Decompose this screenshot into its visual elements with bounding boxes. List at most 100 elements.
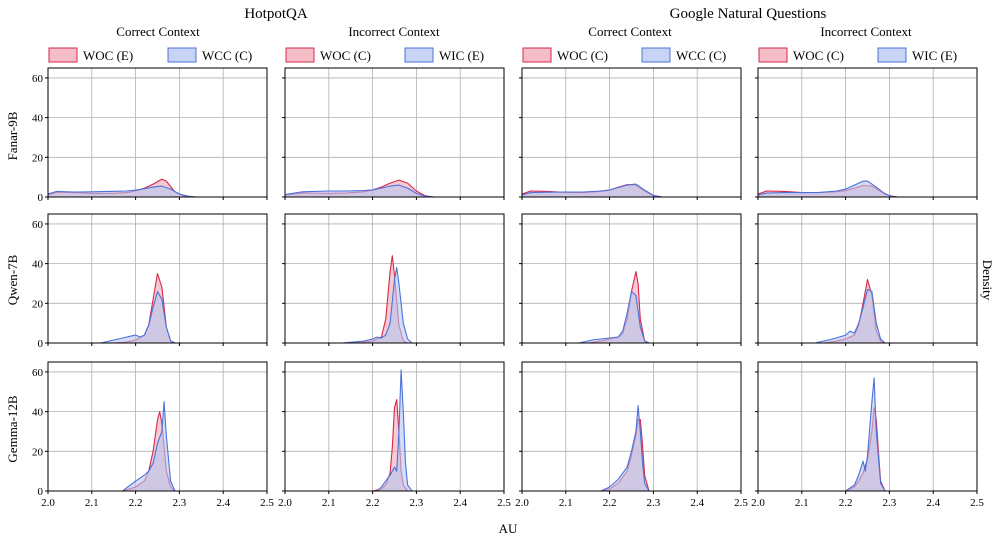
- x-tick-label: 2.5: [734, 497, 748, 509]
- panel-r1-c1: [282, 213, 505, 346]
- panel-frame: [47, 67, 268, 198]
- density-wic-e: [285, 184, 435, 197]
- legend-swatch: [404, 47, 434, 63]
- y-tick-label: 0: [38, 338, 44, 350]
- legend-label: WOC (C): [793, 48, 844, 63]
- x-tick-label: 2.5: [497, 497, 511, 509]
- x-tick-label: 2.2: [129, 497, 143, 509]
- density-wic-e: [376, 369, 413, 491]
- panel-r2-c2: 2.0 2.1 2.2 2.3 2.4 2.5: [515, 361, 748, 509]
- panel-r2-c1: 2.0 2.1 2.2 2.3 2.4 2.5: [278, 361, 511, 509]
- legend-swatch: [167, 47, 197, 63]
- panel-frame: [284, 213, 505, 344]
- x-tick-label: 2.1: [322, 497, 336, 509]
- group-title-google-nq: Google Natural Questions: [670, 6, 827, 22]
- panel-r1-c3: [755, 213, 978, 346]
- x-tick-label: 2.0: [41, 497, 55, 509]
- legend-swatch: [641, 47, 671, 63]
- panel-r2-c3: 2.0 2.1 2.2 2.3 2.4 2.5: [751, 361, 984, 509]
- density-wcc-c: [100, 290, 176, 343]
- density-areas: [48, 178, 198, 197]
- x-tick-label: 2.5: [970, 497, 984, 509]
- panel-r1-c0: 0 20 40 60: [32, 213, 268, 350]
- density-wic-e: [845, 377, 886, 491]
- x-tick-label: 2.4: [453, 497, 467, 509]
- panel-frame: [757, 67, 978, 198]
- panel-frame: [521, 361, 742, 492]
- legend-label: WIC (E): [439, 48, 484, 63]
- legend-label: WOC (E): [83, 48, 133, 63]
- x-tick-label: 2.3: [410, 497, 424, 509]
- legends-layer: WOC (E) WCC (C) WOC (C) WIC (E) WOC (C) WCC (…: [48, 47, 957, 63]
- y-tick-label: 40: [32, 259, 44, 271]
- column-title-4: Incorrect Context: [820, 24, 912, 39]
- x-tick-label: 2.1: [85, 497, 99, 509]
- panel-r0-c0: 0 20 40 60: [32, 67, 268, 204]
- group-title-hotpotqa: HotpotQA: [244, 6, 308, 22]
- row-label-qwen: Qwen-7B: [5, 254, 20, 305]
- density-areas: [285, 179, 435, 197]
- y-tick-label: 60: [32, 367, 44, 379]
- panel-frame: [757, 213, 978, 344]
- panel-frame: [757, 361, 978, 492]
- x-tick-label: 2.2: [839, 497, 853, 509]
- panel-frame: [284, 67, 505, 198]
- legend-col-1: WOC (E) WCC (C): [48, 47, 252, 63]
- y-tick-label: 40: [32, 407, 44, 419]
- panel-r0-c1: [282, 67, 505, 200]
- density-areas: [600, 405, 650, 491]
- legend-col-2: WOC (C) WIC (E): [285, 47, 484, 63]
- x-tick-label: 2.0: [751, 497, 765, 509]
- density-areas: [522, 183, 663, 197]
- y-tick-label: 40: [32, 113, 44, 125]
- density-areas: [372, 369, 413, 491]
- legend-label: WCC (C): [202, 48, 252, 63]
- panel-frame: [47, 213, 268, 344]
- density-wcc-c: [522, 183, 663, 197]
- legend-label: WOC (C): [320, 48, 371, 63]
- y-tick-label: 20: [32, 446, 44, 458]
- panel-r2-c0: 0 20 40 60 2.0 2.1 2.2 2.3 2.4 2.5: [32, 361, 274, 509]
- panel-r0-c3: [755, 67, 978, 200]
- x-tick-label: 2.2: [366, 497, 380, 509]
- density-wcc-c: [578, 290, 650, 343]
- x-tick-label: 2.3: [173, 497, 187, 509]
- x-tick-label: 2.4: [690, 497, 704, 509]
- density-wic-e: [341, 267, 413, 343]
- density-areas: [578, 271, 650, 343]
- density-areas: [758, 180, 899, 197]
- density-wcc-c: [600, 405, 650, 491]
- column-title-2: Incorrect Context: [348, 24, 440, 39]
- x-tick-label: 2.3: [647, 497, 661, 509]
- x-tick-label: 2.5: [260, 497, 274, 509]
- legend-label: WCC (C): [676, 48, 726, 63]
- density-areas: [341, 255, 413, 343]
- y-tick-label: 20: [32, 152, 44, 164]
- column-title-3: Correct Context: [588, 24, 672, 39]
- y-tick-label: 0: [38, 486, 44, 498]
- density-areas: [845, 377, 886, 491]
- x-tick-label: 2.0: [278, 497, 292, 509]
- x-tick-label: 2.1: [795, 497, 809, 509]
- x-axis-label: AU: [499, 521, 518, 536]
- x-tick-label: 2.3: [883, 497, 897, 509]
- y-tick-label: 0: [38, 192, 44, 204]
- panel-frame: [521, 213, 742, 344]
- density-wcc-c: [121, 401, 176, 491]
- legend-col-3: WOC (C) WCC (C): [522, 47, 726, 63]
- density-wic-e: [758, 180, 895, 197]
- legend-col-4: WOC (C) WIC (E): [758, 47, 957, 63]
- legend-label: WIC (E): [912, 48, 957, 63]
- legend-swatch: [285, 47, 315, 63]
- y-tick-label: 20: [32, 298, 44, 310]
- x-tick-label: 2.4: [216, 497, 230, 509]
- legend-swatch: [48, 47, 78, 63]
- density-wcc-c: [48, 185, 198, 197]
- panel-r1-c2: [519, 213, 742, 346]
- density-areas: [814, 278, 886, 343]
- row-label-gemma: Gemma-12B: [5, 395, 20, 462]
- y-tick-label: 60: [32, 219, 44, 231]
- x-tick-label: 2.1: [559, 497, 573, 509]
